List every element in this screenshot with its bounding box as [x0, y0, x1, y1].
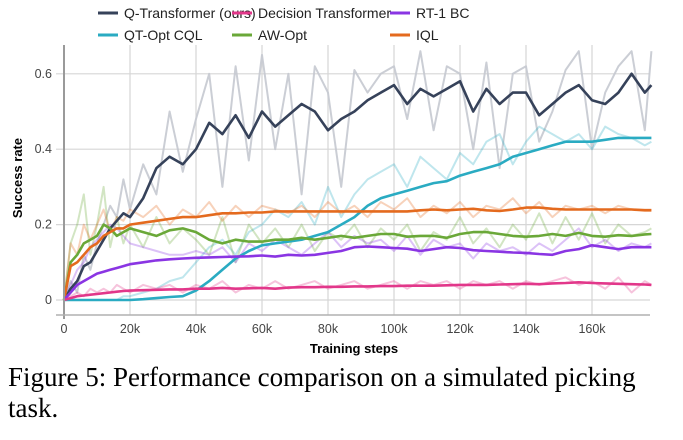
legend-label: Decision Transformer: [258, 5, 391, 21]
legend: Q-Transformer (ours) Decision Transformer…: [98, 5, 469, 43]
x-tick-label: 100k: [380, 322, 408, 336]
legend-item: Decision Transformer: [232, 5, 391, 21]
figure-caption: Figure 5: Performance comparison on a si…: [8, 362, 636, 423]
x-tick-label: 40k: [186, 322, 207, 336]
y-tick-label: 0: [45, 293, 52, 307]
y-axis-title: Success rate: [10, 138, 25, 218]
legend-item: RT-1 BC: [390, 5, 469, 21]
legend-label: QT-Opt CQL: [124, 27, 203, 43]
legend-label: AW-Opt: [258, 27, 307, 43]
x-tick-label: 80k: [318, 322, 339, 336]
series-line-iql: [62, 206, 652, 301]
series-line-qt-opt-cql: [64, 136, 652, 302]
series-line-rt-1-bc: [63, 244, 652, 301]
series-line-aw-opt: [62, 223, 652, 301]
x-tick-label: 20k: [120, 322, 141, 336]
legend-label: IQL: [416, 27, 439, 43]
x-tick-labels: 0 20k 40k 60k 80k 100k 120k 140k 160k: [61, 322, 607, 336]
legend-item: Q-Transformer (ours): [98, 5, 256, 21]
y-tick-label: 0.6: [35, 67, 52, 81]
x-tick-label: 60k: [252, 322, 273, 336]
y-tick-labels: 0 0.2 0.4 0.6: [35, 67, 52, 307]
series-line-decision-transformer: [63, 280, 652, 302]
y-tick-label: 0.4: [35, 142, 52, 156]
y-tick-label: 0.2: [35, 218, 52, 232]
legend-item: QT-Opt CQL: [98, 27, 203, 43]
series-line-q-transformer-ours: [62, 72, 653, 301]
x-tick-label: 0: [61, 322, 68, 336]
legend-item: IQL: [390, 27, 439, 43]
x-tick-label: 120k: [446, 322, 474, 336]
x-tick-label: 140k: [512, 322, 540, 336]
line-chart: Q-Transformer (ours) Decision Transformer…: [10, 5, 653, 356]
legend-item: AW-Opt: [232, 27, 307, 43]
raw-line-q-transformer-ours: [63, 50, 653, 301]
legend-label: RT-1 BC: [416, 5, 469, 21]
smoothed-series-lines: [62, 72, 653, 302]
x-tick-label: 160k: [578, 322, 606, 336]
legend-label: Q-Transformer (ours): [124, 5, 256, 21]
axes: [56, 45, 650, 319]
x-axis-title: Training steps: [310, 341, 398, 356]
